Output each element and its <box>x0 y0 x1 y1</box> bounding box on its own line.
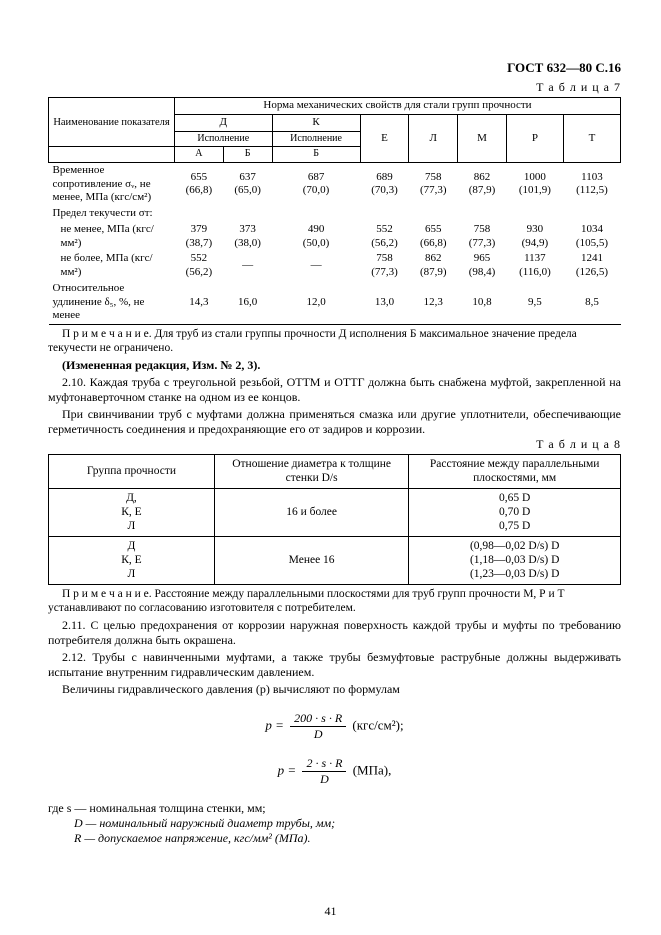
t7-r4-v0: 552 (56,2) <box>175 251 224 281</box>
t7-r5-name: Относительное удлинение δ₅, %, не менее <box>49 281 175 325</box>
t7-g-l: Л <box>409 115 458 163</box>
t7-r5-v0: 14,3 <box>175 281 224 325</box>
f1-lhs: p = <box>265 717 284 732</box>
table7: Наименование показателя Норма механическ… <box>48 97 621 325</box>
t7-r1-v5: 862 (87,9) <box>458 162 507 206</box>
t7-r1-v2: 687 (70,0) <box>272 162 360 206</box>
t7-sub-kb: Б <box>272 147 360 163</box>
t7-r1-v6: 1000 (101,9) <box>506 162 563 206</box>
para-211: 2.11. С целью предохранения от коррозии … <box>48 618 621 648</box>
f2-lhs: p = <box>278 762 297 777</box>
table8-note: П р и м е ч а н и е. Расстояние между па… <box>48 587 621 616</box>
def-R-text: R — допускаемое напряжение, кгс/мм² (МПа… <box>74 831 311 845</box>
def-s: где s — номинальная толщина стенки, мм; <box>48 801 621 816</box>
t7-r3-v0: 379 (38,7) <box>175 222 224 252</box>
table7-note: П р и м е ч а н и е. Для труб из стали г… <box>48 327 621 356</box>
t7-r3-v4: 655 (66,8) <box>409 222 458 252</box>
t7-r5-v1: 16,0 <box>223 281 272 325</box>
t7-r1-v3: 689 (70,3) <box>360 162 409 206</box>
t7-r3-v6: 930 (94,9) <box>506 222 563 252</box>
t7-r5-v5: 10,8 <box>458 281 507 325</box>
f1-unit: (кгс/см²); <box>352 717 403 732</box>
t7-exec-d: Исполнение <box>175 131 273 147</box>
t8-r1-dist: 0,65 D 0,70 D 0,75 D <box>409 488 621 536</box>
t7-sub-a: А <box>175 147 224 163</box>
para-210: 2.10. Каждая труба с треугольной резьбой… <box>48 375 621 405</box>
t7-r4-v1: — <box>223 251 272 281</box>
para-212: 2.12. Трубы с навинченными муфтами, а та… <box>48 650 621 680</box>
t7-r4-v5: 965 (98,4) <box>458 251 507 281</box>
table7-caption: Т а б л и ц а 7 <box>48 80 621 95</box>
t8-r2-ratio: Менее 16 <box>214 536 408 584</box>
t7-g-t: Т <box>563 115 620 163</box>
t8-r1-g: Д, К, Е Л <box>49 488 215 536</box>
t7-r4-v4: 862 (87,9) <box>409 251 458 281</box>
table8: Группа прочности Отношение диаметра к то… <box>48 454 621 585</box>
t7-r4-v2: — <box>272 251 360 281</box>
t7-exec-k: Исполнение <box>272 131 360 147</box>
t7-r3-name: не менее, МПа (кгс/мм²) <box>49 222 175 252</box>
f1-num: 200 · s · R <box>290 711 346 727</box>
t7-r5-v6: 9,5 <box>506 281 563 325</box>
definitions: где s — номинальная толщина стенки, мм; … <box>48 801 621 846</box>
t7-r1-v7: 1103 (112,5) <box>563 162 620 206</box>
t7-r3-v5: 758 (77,3) <box>458 222 507 252</box>
t7-r2-name: Предел текучести σт: <box>49 206 175 222</box>
doc-header: ГОСТ 632—80 С.16 <box>48 60 621 76</box>
t8-h1: Отношение диаметра к толщине стенки D/s <box>214 454 408 488</box>
para-212b: Величины гидравлического давления (р) вы… <box>48 682 621 697</box>
f2-unit: (МПа), <box>353 762 392 777</box>
t7-r1-v1: 637 (65,0) <box>223 162 272 206</box>
t7-r1-v4: 758 (77,3) <box>409 162 458 206</box>
t7-r4-v6: 1137 (116,0) <box>506 251 563 281</box>
formula1: p = 200 · s · R D (кгс/см²); <box>48 711 621 742</box>
t7-r5-v7: 8,5 <box>563 281 620 325</box>
t7-r4-v3: 758 (77,3) <box>360 251 409 281</box>
t7-r1-name: Временное сопротивление σᵥ, не менее, МП… <box>49 162 175 206</box>
t7-r3-v3: 552 (56,2) <box>360 222 409 252</box>
t7-r5-v4: 12,3 <box>409 281 458 325</box>
page-number: 41 <box>0 904 661 919</box>
def-R: R — допускаемое напряжение, кгс/мм² (МПа… <box>74 831 621 846</box>
t7-r4-name: не более, МПа (кгс/мм²) <box>49 251 175 281</box>
t8-r2-dist: (0,98—0,02 D/s) D (1,18—0,03 D/s) D (1,2… <box>409 536 621 584</box>
para-changed: (Измененная редакция, Изм. № 2, 3). <box>48 358 621 373</box>
def-D-text: D — номинальный наружный диаметр трубы, … <box>74 816 335 830</box>
table8-caption: Т а б л и ц а 8 <box>48 437 621 452</box>
t7-name-col: Наименование показателя <box>49 98 175 147</box>
t7-g-d: Д <box>175 115 273 132</box>
def-D: D — номинальный наружный диаметр трубы, … <box>74 816 621 831</box>
formula2: p = 2 · s · R D (МПа), <box>48 756 621 787</box>
t8-r2-g: Д К, Е Л <box>49 536 215 584</box>
f2-den: D <box>302 772 346 787</box>
t8-h0: Группа прочности <box>49 454 215 488</box>
t8-h2: Расстояние между параллельными плоскостя… <box>409 454 621 488</box>
t7-g-r: Р <box>506 115 563 163</box>
f1-den: D <box>290 727 346 742</box>
t7-r4-v7: 1241 (126,5) <box>563 251 620 281</box>
para-210b: При свинчивании труб с муфтами должна пр… <box>48 407 621 437</box>
t7-r3-v1: 373 (38,0) <box>223 222 272 252</box>
t7-head-top: Норма механических свойств для стали гру… <box>175 98 621 115</box>
t7-g-e: Е <box>360 115 409 163</box>
t7-g-m: М <box>458 115 507 163</box>
t7-g-k: К <box>272 115 360 132</box>
t8-r1-ratio: 16 и более <box>214 488 408 536</box>
t7-r5-v2: 12,0 <box>272 281 360 325</box>
t7-r3-v7: 1034 (105,5) <box>563 222 620 252</box>
t7-sub-b: Б <box>223 147 272 163</box>
f2-num: 2 · s · R <box>302 756 346 772</box>
t7-r5-v3: 13,0 <box>360 281 409 325</box>
t7-r1-v0: 655 (66,8) <box>175 162 224 206</box>
t7-r3-v2: 490 (50,0) <box>272 222 360 252</box>
